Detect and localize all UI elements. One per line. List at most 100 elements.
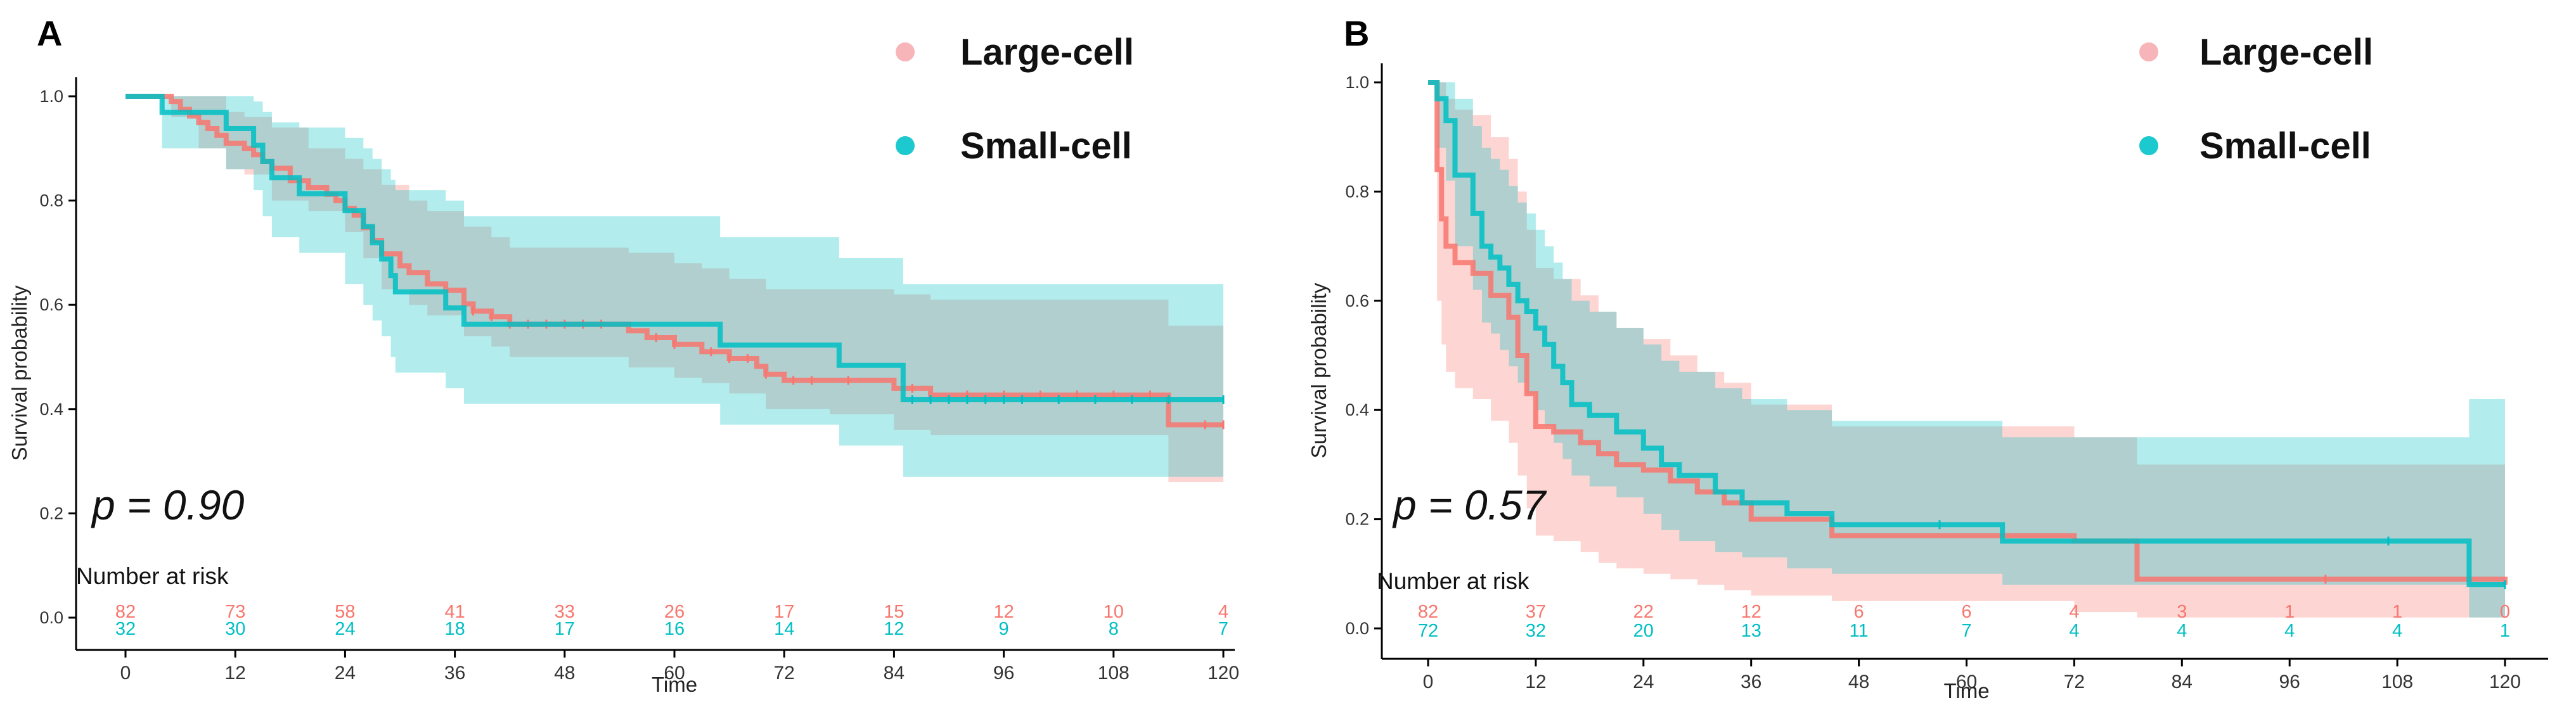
y-tick-label: 0.2 xyxy=(1345,510,1369,529)
risk-count-large-cell: 41 xyxy=(444,602,465,622)
risk-count-small-cell: 1 xyxy=(2500,621,2510,641)
y-tick-label: 0.6 xyxy=(39,295,63,314)
y-axis-title: Survival probability xyxy=(8,285,31,461)
legend-label: Large-cell xyxy=(2199,32,2373,73)
risk-count-large-cell: 73 xyxy=(225,602,245,622)
x-tick-label: 24 xyxy=(1633,671,1654,692)
risk-count-large-cell: 22 xyxy=(1633,602,1654,622)
x-tick-label: 12 xyxy=(1525,671,1546,692)
legend-label: Large-cell xyxy=(960,32,1134,73)
x-tick-label: 60 xyxy=(1956,671,1977,692)
x-tick-label: 48 xyxy=(1848,671,1869,692)
confidence-band-large-cell xyxy=(126,96,1223,482)
risk-count-small-cell: 20 xyxy=(1633,621,1654,641)
panel-a: A0.00.20.40.60.81.00 12 24 36 48 60 72 84 96 108 1… xyxy=(8,13,1239,696)
panel-label: A xyxy=(37,13,62,53)
risk-count-small-cell: 30 xyxy=(225,619,245,639)
x-axis-title: Time xyxy=(1943,679,1989,703)
x-tick-label: 48 xyxy=(554,663,575,684)
risk-count-small-cell: 8 xyxy=(1109,619,1119,639)
x-axis-title: Time xyxy=(652,673,697,696)
risk-count-large-cell: 12 xyxy=(1741,602,1761,622)
risk-count-small-cell: 72 xyxy=(1418,621,1438,641)
x-tick-label: 72 xyxy=(774,663,795,684)
x-tick-label: 120 xyxy=(1208,663,1239,684)
x-tick-label: 84 xyxy=(884,663,905,684)
risk-table-title: Number at risk xyxy=(1377,568,1530,594)
risk-count-small-cell: 7 xyxy=(1961,621,1971,641)
survival-curve-small-cell xyxy=(1428,80,2505,587)
x-tick-label: 96 xyxy=(2279,671,2300,692)
y-tick-label: 0.4 xyxy=(1345,400,1369,419)
p-value-label: p = 0.57 xyxy=(1392,481,1547,528)
y-tick-label: 0.8 xyxy=(39,191,63,210)
risk-count-large-cell: 82 xyxy=(115,602,136,622)
risk-count-small-cell: 32 xyxy=(1526,621,1546,641)
y-tick-label: 1.0 xyxy=(1345,73,1369,92)
risk-count-large-cell: 15 xyxy=(884,602,904,622)
survival-curve-small-cell xyxy=(126,94,1223,402)
confidence-band-small-cell xyxy=(126,96,1223,477)
risk-count-small-cell: 12 xyxy=(884,619,904,639)
x-tick-label: 24 xyxy=(335,663,356,684)
risk-count-large-cell: 12 xyxy=(993,602,1014,622)
risk-count-large-cell: 6 xyxy=(1961,602,1971,622)
risk-count-large-cell: 6 xyxy=(1854,602,1864,622)
x-tick-label: 0 xyxy=(120,663,131,684)
risk-count-large-cell: 26 xyxy=(664,602,685,622)
x-tick-label: 72 xyxy=(2064,671,2085,692)
x-tick-label: 12 xyxy=(225,663,246,684)
risk-count-small-cell: 24 xyxy=(335,619,355,639)
y-tick-label: 0.0 xyxy=(1345,619,1369,638)
risk-count-large-cell: 37 xyxy=(1526,602,1546,622)
x-tick-label: 120 xyxy=(2489,671,2521,692)
risk-count-large-cell: 1 xyxy=(2284,602,2295,622)
y-axis-title: Survival probability xyxy=(1307,283,1330,458)
risk-count-large-cell: 58 xyxy=(335,602,355,622)
x-tick-label: 0 xyxy=(1423,671,1434,692)
risk-count-large-cell: 4 xyxy=(1218,602,1228,622)
risk-table-title: Number at risk xyxy=(76,563,229,589)
risk-count-large-cell: 3 xyxy=(2177,602,2187,622)
legend-label: Small-cell xyxy=(960,125,1132,167)
x-tick-label: 96 xyxy=(993,663,1014,684)
x-tick-label: 36 xyxy=(444,663,465,684)
risk-count-small-cell: 16 xyxy=(664,619,685,639)
panel-b: B0.00.20.40.60.81.00 12 24 36 48 60 72 84 96 108 1… xyxy=(1307,13,2548,703)
y-tick-label: 0.6 xyxy=(1345,291,1369,310)
risk-count-large-cell: 1 xyxy=(2392,602,2402,622)
p-value-label: p = 0.90 xyxy=(91,481,245,528)
legend-dot-small-cell xyxy=(2139,136,2158,155)
legend-dot-large-cell xyxy=(2139,42,2158,61)
risk-count-small-cell: 7 xyxy=(1218,619,1228,639)
panel-label: B xyxy=(1344,13,1369,53)
y-tick-label: 1.0 xyxy=(39,87,63,106)
y-tick-label: 0.8 xyxy=(1345,182,1369,201)
y-tick-label: 0.0 xyxy=(39,608,63,627)
x-tick-label: 36 xyxy=(1741,671,1761,692)
risk-count-small-cell: 11 xyxy=(1850,621,1869,641)
risk-count-large-cell: 33 xyxy=(555,602,575,622)
x-tick-label: 84 xyxy=(2172,671,2193,692)
risk-count-small-cell: 4 xyxy=(2177,621,2187,641)
risk-count-small-cell: 13 xyxy=(1741,621,1761,641)
risk-count-small-cell: 14 xyxy=(774,619,794,639)
y-tick-label: 0.2 xyxy=(39,504,63,523)
risk-count-small-cell: 4 xyxy=(2069,621,2079,641)
legend-dot-small-cell xyxy=(896,136,915,155)
risk-count-small-cell: 9 xyxy=(999,619,1009,639)
legend-dot-large-cell xyxy=(896,42,915,61)
risk-count-small-cell: 17 xyxy=(555,619,575,639)
legend-label: Small-cell xyxy=(2199,125,2371,167)
risk-count-small-cell: 4 xyxy=(2392,621,2402,641)
risk-count-large-cell: 10 xyxy=(1104,602,1124,622)
risk-count-small-cell: 18 xyxy=(444,619,465,639)
risk-count-small-cell: 4 xyxy=(2284,621,2295,641)
y-tick-label: 0.4 xyxy=(39,400,63,419)
x-tick-label: 108 xyxy=(2381,671,2413,692)
risk-count-large-cell: 17 xyxy=(774,602,794,622)
risk-count-large-cell: 4 xyxy=(2069,602,2079,622)
risk-count-large-cell: 0 xyxy=(2500,602,2510,622)
risk-count-large-cell: 82 xyxy=(1418,602,1438,622)
